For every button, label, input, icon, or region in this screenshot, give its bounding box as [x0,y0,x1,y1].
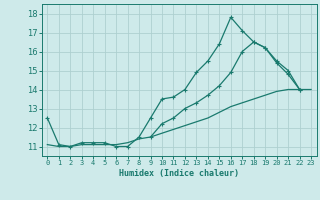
X-axis label: Humidex (Indice chaleur): Humidex (Indice chaleur) [119,169,239,178]
